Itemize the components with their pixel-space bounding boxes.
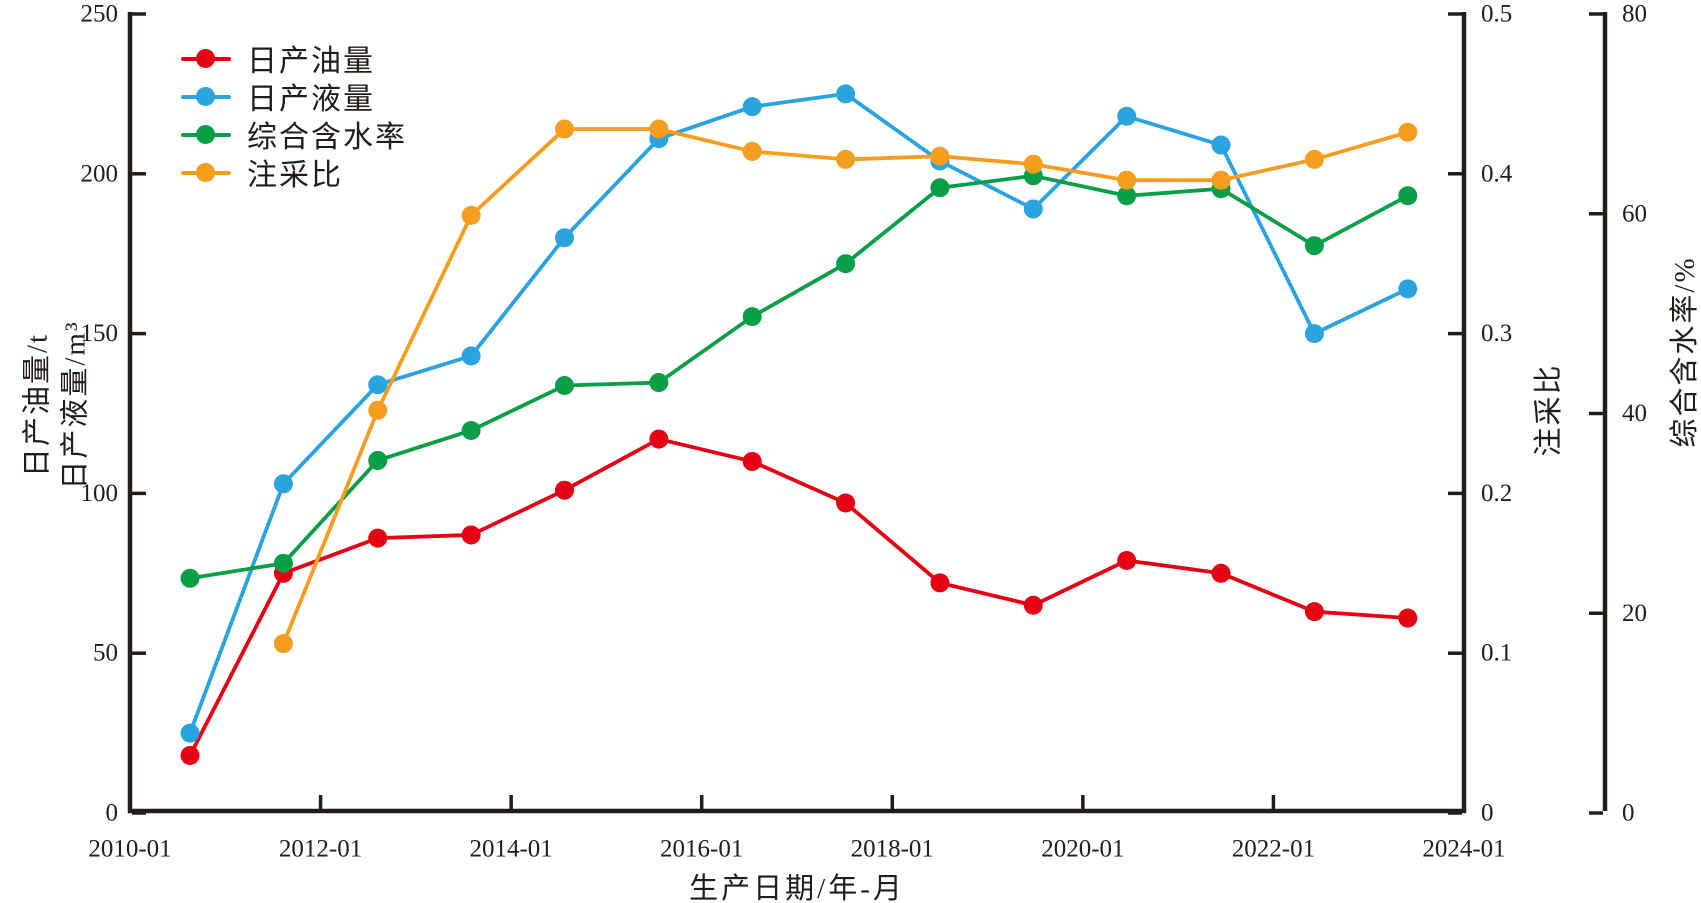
- series-point-0: [836, 493, 856, 513]
- x-axis-tick-label: 2012-01: [279, 836, 362, 863]
- series-point-1: [555, 228, 575, 248]
- series-point-2: [930, 178, 950, 198]
- left-axis-title-line1: 日产油量/t: [21, 332, 54, 478]
- series-point-1: [742, 97, 762, 117]
- series-point-1: [273, 474, 293, 494]
- series-point-0: [1023, 595, 1043, 615]
- ratio-axis-tick-label: 0.4: [1481, 160, 1513, 187]
- x-axis-tick-label: 2010-01: [88, 836, 171, 863]
- series-point-3: [1398, 122, 1418, 142]
- series-point-3: [555, 119, 575, 139]
- series-point-3: [742, 141, 762, 161]
- watercut-axis-tick-label: 0: [1622, 800, 1635, 827]
- left-axis-title-line2: 日产液量/m³: [60, 320, 92, 490]
- series-point-3: [461, 205, 481, 225]
- oil-series-swatch-icon: [181, 48, 231, 68]
- legend-label-liquid: 日产液量: [247, 83, 375, 116]
- x-axis-tick-label: 2014-01: [469, 836, 552, 863]
- series-point-2: [1304, 236, 1324, 256]
- watercut-axis-tick-label: 80: [1622, 1, 1647, 28]
- series-point-0: [1117, 551, 1137, 571]
- series-point-2: [836, 254, 856, 274]
- left-axis-tick-label: 200: [81, 160, 119, 187]
- series-point-0: [1398, 608, 1418, 628]
- left-axis-tick-label: 100: [81, 480, 119, 507]
- series-point-2: [555, 376, 575, 396]
- legend-label-watercut: 综合含水率: [247, 121, 407, 154]
- series-point-2: [368, 450, 388, 470]
- series-point-1: [1398, 279, 1418, 299]
- legend: 日产油量 日产液量 综合含水率 注采比: [181, 39, 407, 192]
- series-point-1: [368, 375, 388, 395]
- series-point-0: [930, 573, 950, 593]
- series-point-2: [742, 307, 762, 327]
- x-axis-title: 生产日期/年-月: [689, 873, 905, 903]
- watercut-axis-tick-label: 20: [1622, 600, 1647, 627]
- series-point-0: [368, 528, 388, 548]
- series-point-0: [555, 480, 575, 500]
- left-axis-tick-label: 50: [93, 640, 118, 667]
- series-line-2: [189, 173, 1409, 581]
- x-axis-tick-label: 2024-01: [1422, 836, 1505, 863]
- left-axis-tick-label: 150: [81, 320, 119, 347]
- series-point-1: [1211, 135, 1231, 155]
- series-point-3: [1117, 170, 1137, 190]
- series-point-0: [742, 451, 762, 471]
- legend-label-oil: 日产油量: [247, 45, 375, 78]
- ratio-axis-tick-label: 0: [1481, 800, 1494, 827]
- series-point-3: [1304, 149, 1324, 169]
- watercut-axis-tick-label: 40: [1622, 400, 1647, 427]
- ratio-axis-tick-label: 0.5: [1481, 1, 1512, 28]
- series-point-0: [1211, 563, 1231, 583]
- left-axis-tick-label: 250: [81, 1, 119, 28]
- watercut-axis-title: 综合含水率/%: [1669, 256, 1701, 448]
- legend-item-watercut: 综合含水率: [181, 115, 407, 154]
- left-axis-tick-label: 0: [106, 800, 119, 827]
- x-axis-tick-label: 2020-01: [1041, 836, 1124, 863]
- series-point-1: [1023, 199, 1043, 219]
- series-point-2: [461, 420, 481, 440]
- x-axis-tick-label: 2016-01: [660, 836, 743, 863]
- ratio-axis-tick-label: 0.1: [1481, 640, 1512, 667]
- series-point-3: [273, 634, 293, 654]
- x-axis-tick-label: 2022-01: [1232, 836, 1315, 863]
- legend-item-ratio: 注采比: [181, 153, 407, 192]
- series-point-1: [836, 84, 856, 104]
- series-point-1: [180, 723, 200, 743]
- series-point-2: [1398, 186, 1418, 206]
- series-point-0: [1304, 602, 1324, 622]
- series-point-1: [1117, 106, 1137, 126]
- series-point-2: [273, 553, 293, 573]
- legend-label-ratio: 注采比: [247, 159, 343, 192]
- series-point-0: [649, 429, 669, 449]
- series-point-0: [461, 525, 481, 545]
- legend-item-oil: 日产油量: [181, 39, 407, 78]
- series-point-3: [1023, 154, 1043, 174]
- ratio-series-swatch-icon: [181, 162, 231, 182]
- series-line-3: [281, 127, 1409, 645]
- left-axis-title: 日产油量/t 日产液量/m³: [19, 320, 96, 489]
- series-point-3: [836, 149, 856, 169]
- series-point-3: [1211, 170, 1231, 190]
- series-point-0: [180, 745, 200, 765]
- series-line-0: [188, 437, 1408, 757]
- series-point-1: [461, 346, 481, 366]
- series-point-3: [649, 119, 669, 139]
- series-point-3: [368, 400, 388, 420]
- series-point-3: [930, 146, 950, 166]
- x-axis-tick-label: 2018-01: [851, 836, 934, 863]
- watercut-axis-tick-label: 60: [1622, 200, 1647, 227]
- series-point-1: [1304, 324, 1324, 344]
- ratio-axis-title: 注采比: [1533, 363, 1565, 457]
- ratio-axis-tick-label: 0.3: [1481, 320, 1512, 347]
- ratio-axis-tick-label: 0.2: [1481, 480, 1512, 507]
- series-point-2: [649, 373, 669, 393]
- series-point-2: [180, 568, 200, 588]
- legend-item-liquid: 日产液量: [181, 77, 407, 116]
- watercut-series-swatch-icon: [181, 124, 231, 144]
- series-point-2: [1117, 186, 1137, 206]
- liquid-series-swatch-icon: [181, 86, 231, 106]
